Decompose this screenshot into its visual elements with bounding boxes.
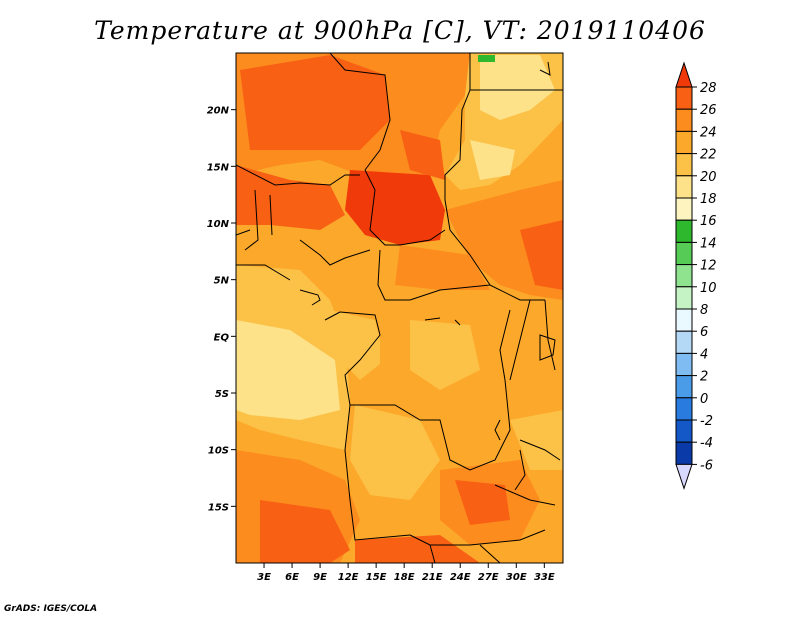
colorbar-segment	[675, 441, 693, 465]
lat-tick-label: 10S	[208, 446, 229, 457]
colorbar-segment	[675, 330, 693, 354]
colorbar-label: 28	[700, 81, 717, 96]
lat-tick-label: 15N	[207, 162, 230, 173]
colorbar-label: 10	[700, 281, 717, 296]
lon-tick-label: 24E	[450, 572, 471, 583]
colorbar-label: 18	[700, 192, 717, 207]
colorbar-label: 12	[700, 259, 717, 274]
temperature-field	[236, 53, 563, 563]
colorbar-label: 20	[700, 170, 717, 185]
lat-tick-label: 15S	[208, 502, 229, 513]
colorbar-label: 0	[700, 392, 708, 407]
colorbar-segment	[675, 153, 693, 177]
colorbar-label: 16	[700, 214, 717, 229]
colorbar-label: 6	[700, 325, 708, 340]
colorbar-segment	[675, 419, 693, 443]
colorbar-label: -6	[700, 458, 713, 473]
lon-tick-label: 3E	[257, 572, 271, 583]
colorbar-label: 24	[700, 125, 717, 140]
colorbar-segment	[675, 264, 693, 288]
lat-tick-label: 20N	[207, 106, 230, 117]
colorbar-label: 14	[700, 236, 717, 251]
lon-tick-label: 15E	[366, 572, 387, 583]
colorbar-segment	[675, 352, 693, 377]
latitude-axis: 20N 15N 10N 5N EQ 5S 10S 15S	[207, 106, 236, 513]
map-frame	[235, 52, 564, 564]
colorbar-segment	[675, 175, 693, 199]
lon-tick-label: 30E	[506, 572, 527, 583]
colorbar-segment	[675, 219, 693, 243]
colorbar-segment	[675, 130, 693, 155]
colorbar-label: -2	[700, 414, 713, 429]
colorbar-segment	[675, 241, 693, 266]
colorbar-cap-bottom	[675, 463, 693, 490]
lon-tick-label: 18E	[394, 572, 415, 583]
colorbar-label: 2	[700, 370, 708, 385]
page-title: Temperature at 900hPa [C], VT: 201911040…	[94, 16, 706, 45]
colorbar-cap-top	[675, 61, 693, 88]
lon-tick-label: 9E	[313, 572, 327, 583]
lon-tick-label: 6E	[285, 572, 299, 583]
country-borders	[236, 53, 563, 563]
lat-tick-label: EQ	[214, 332, 230, 343]
lon-tick-label: 33E	[534, 572, 555, 583]
colorbar-segment	[675, 286, 693, 310]
colorbar-label: 22	[700, 148, 717, 163]
longitude-axis: 3E 6E 9E 12E 15E 18E 21E 24E 27E 30E 33E	[257, 563, 555, 583]
colorbar-segment	[675, 375, 693, 399]
colorbar-label: 4	[700, 347, 708, 362]
lon-tick-label: 27E	[478, 572, 499, 583]
colorbar-segment	[675, 86, 693, 110]
lat-tick-label: 5N	[214, 276, 230, 287]
lat-tick-label: 10N	[207, 219, 230, 230]
colorbar-label: 26	[700, 103, 717, 118]
colorbar-segment	[675, 108, 693, 132]
lat-tick-label: 5S	[215, 389, 229, 400]
colorbar-label: 8	[700, 303, 708, 318]
credit-text: GrADS: IGES/COLA	[4, 604, 98, 614]
colorbar-segment	[675, 308, 693, 332]
colorbar-segment	[675, 397, 693, 421]
colorbar-label: -4	[700, 436, 713, 451]
lon-tick-label: 21E	[422, 572, 443, 583]
lon-tick-label: 12E	[338, 572, 359, 583]
colorbar-segment	[675, 197, 693, 221]
